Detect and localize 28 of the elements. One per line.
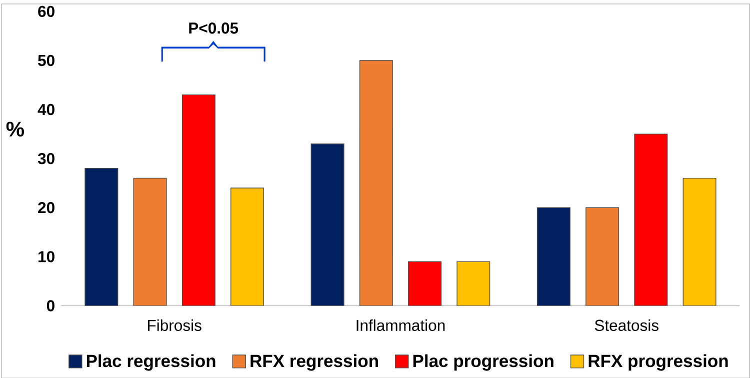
y-tick-label: 20 <box>38 202 54 214</box>
bar <box>586 207 620 306</box>
x-tick-label: Fibrosis <box>148 319 202 331</box>
y-axis-title: % <box>6 122 24 136</box>
bar <box>682 178 716 306</box>
bar <box>359 60 393 306</box>
bar <box>230 187 264 306</box>
annotation: P<0.05 <box>189 22 238 34</box>
bar <box>133 178 167 306</box>
y-tick-label: 50 <box>38 54 54 66</box>
legend-label: Plac regression <box>86 354 216 371</box>
bar <box>536 207 570 306</box>
x-tick-label: Steatosis <box>594 319 658 331</box>
y-tick-label: 0 <box>46 300 54 312</box>
y-tick-label: 40 <box>38 104 54 115</box>
bar <box>310 143 344 306</box>
bar <box>84 168 118 306</box>
bar <box>634 134 668 306</box>
legend-label: Plac progression <box>413 354 554 371</box>
y-tick-label: 60 <box>38 6 54 17</box>
bar <box>408 261 442 306</box>
bar <box>182 94 216 306</box>
y-tick-label: 10 <box>38 250 54 262</box>
legend-label: RFX progression <box>588 354 728 371</box>
x-tick-label: Inflammation <box>356 319 445 331</box>
bar <box>456 261 490 306</box>
legend-label: RFX regression <box>250 354 378 371</box>
y-tick-label: 30 <box>38 152 54 164</box>
